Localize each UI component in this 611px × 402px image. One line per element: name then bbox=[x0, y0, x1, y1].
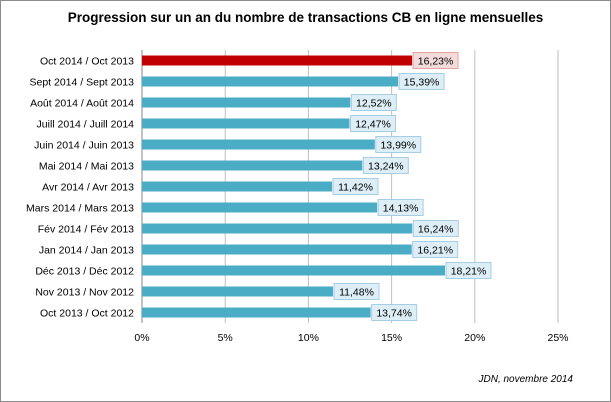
x-tick-label: 0% bbox=[134, 332, 149, 344]
data-label: 11,48% bbox=[339, 287, 374, 299]
data-label: 16,24% bbox=[418, 224, 454, 236]
data-label-box bbox=[333, 283, 380, 300]
bar bbox=[142, 97, 351, 108]
data-label-box bbox=[377, 199, 424, 216]
bar bbox=[142, 139, 375, 150]
category-label: Juill 2014 / Juill 2014 bbox=[37, 119, 135, 131]
x-tick-label: 5% bbox=[218, 332, 233, 344]
data-label-box bbox=[445, 262, 492, 279]
data-label: 13,24% bbox=[368, 161, 404, 173]
data-label: 15,39% bbox=[404, 77, 440, 89]
data-label: 14,13% bbox=[383, 203, 419, 215]
data-label: 16,21% bbox=[417, 245, 453, 257]
data-label-box bbox=[350, 94, 397, 111]
x-tick-label: 15% bbox=[381, 332, 402, 344]
bar bbox=[142, 181, 333, 192]
category-label: Mars 2014 / Mars 2013 bbox=[26, 203, 134, 215]
bar bbox=[142, 286, 334, 297]
bar bbox=[142, 76, 399, 87]
category-label: Juin 2014 / Juin 2013 bbox=[34, 140, 134, 152]
data-label-box bbox=[350, 115, 397, 132]
category-label: Jan 2014 / Jan 2013 bbox=[39, 245, 134, 257]
bar bbox=[142, 265, 446, 276]
data-label-box bbox=[398, 73, 445, 90]
category-label: Nov 2013 / Nov 2012 bbox=[35, 287, 134, 299]
data-label-box bbox=[412, 52, 459, 69]
data-label-box bbox=[412, 220, 459, 237]
category-label: Mai 2014 / Mai 2013 bbox=[39, 161, 134, 173]
category-label: Août 2014 / Août 2014 bbox=[30, 98, 134, 110]
bar bbox=[142, 202, 378, 213]
x-tick-label: 10% bbox=[298, 332, 319, 344]
bar bbox=[142, 55, 413, 66]
data-label: 16,23% bbox=[418, 56, 454, 68]
category-label: Sept 2014 / Sept 2013 bbox=[29, 77, 134, 89]
x-tick-label: 20% bbox=[464, 332, 485, 344]
bar bbox=[142, 118, 350, 129]
data-label-box bbox=[375, 136, 422, 153]
bar bbox=[142, 244, 412, 255]
data-label-box bbox=[371, 304, 418, 321]
bar bbox=[142, 160, 363, 171]
data-label: 13,74% bbox=[376, 308, 412, 320]
data-label: 18,21% bbox=[451, 266, 487, 278]
bar bbox=[142, 223, 413, 234]
category-label: Oct 2013 / Oct 2012 bbox=[40, 308, 134, 320]
data-label: 12,47% bbox=[355, 119, 391, 131]
category-label: Déc 2013 / Déc 2012 bbox=[35, 266, 134, 278]
data-label: 13,99% bbox=[380, 140, 416, 152]
category-label: Fév 2014 / Fév 2013 bbox=[38, 224, 134, 236]
data-label: 12,52% bbox=[356, 98, 392, 110]
data-label-box bbox=[332, 178, 379, 195]
source-note: JDN, novembre 2014 bbox=[478, 374, 574, 385]
category-label: Avr 2014 / Avr 2013 bbox=[42, 182, 134, 194]
data-label-box bbox=[362, 157, 409, 174]
bar bbox=[142, 307, 371, 318]
chart-title: Progression sur un an du nombre de trans… bbox=[67, 10, 544, 25]
data-label: 11,42% bbox=[338, 182, 373, 194]
data-label-box bbox=[412, 241, 459, 258]
category-label: Oct 2014 / Oct 2013 bbox=[40, 56, 134, 68]
x-tick-label: 25% bbox=[547, 332, 568, 344]
